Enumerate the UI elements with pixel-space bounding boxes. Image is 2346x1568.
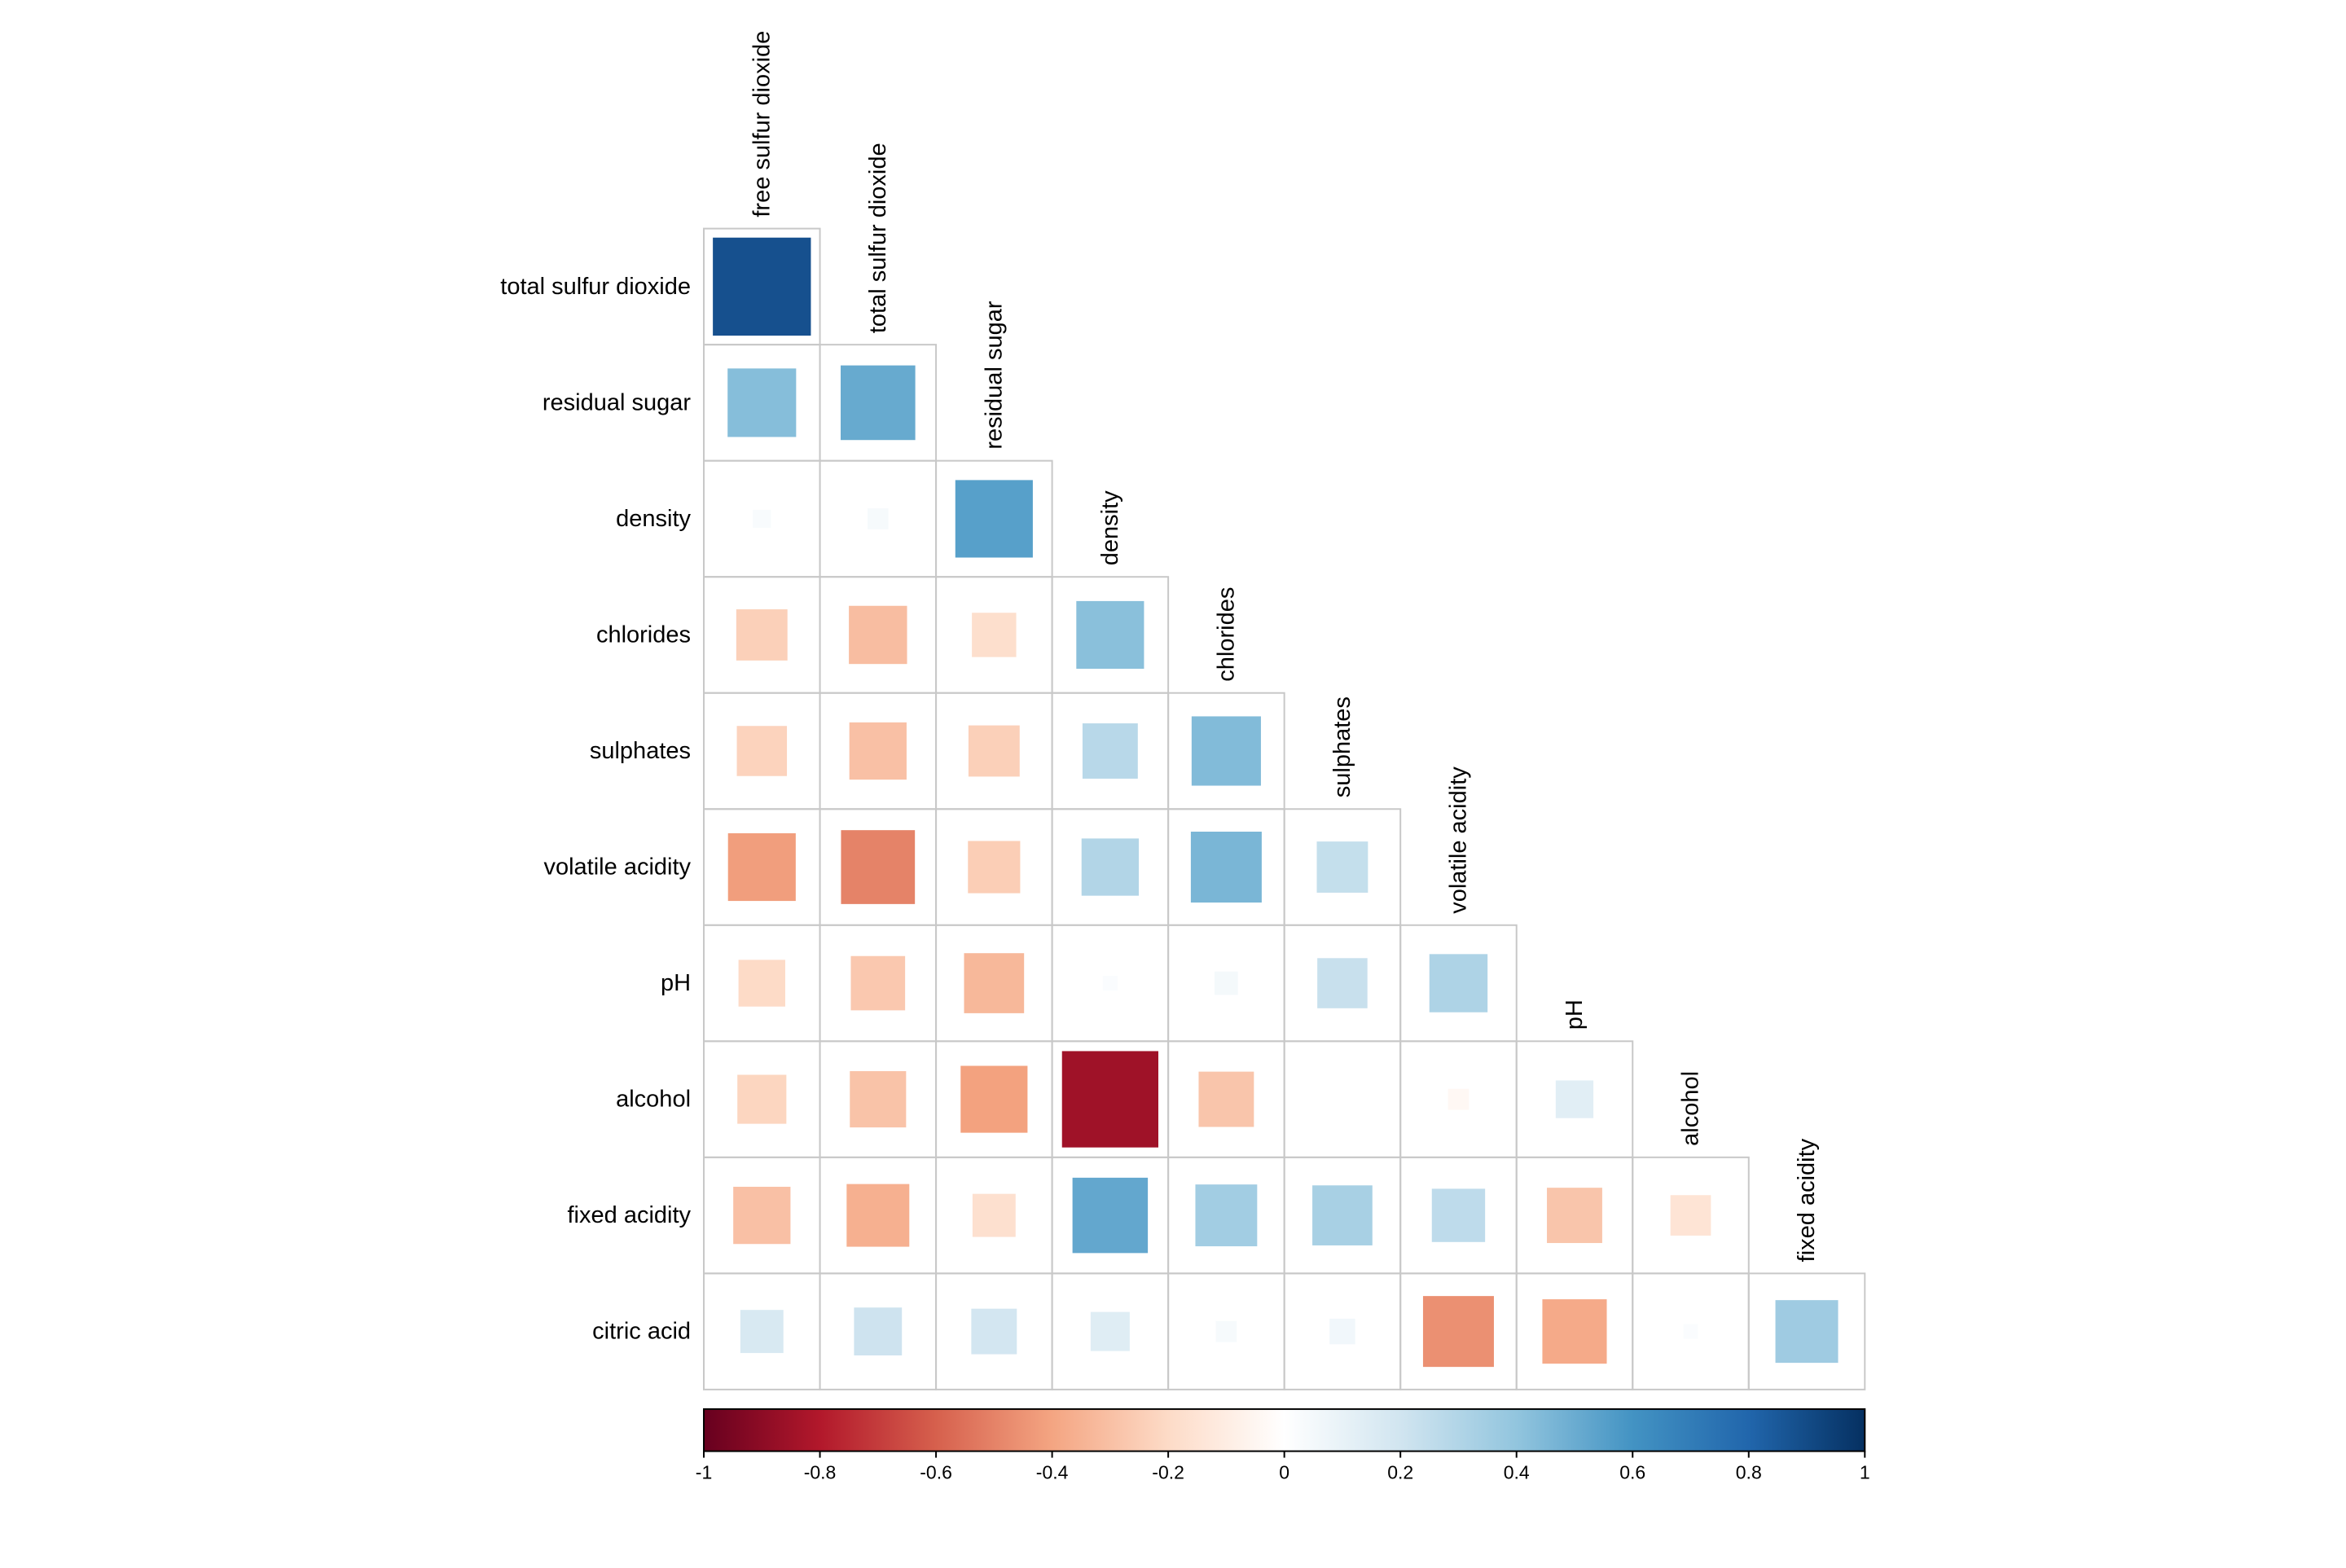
cell-citric-acid-sulphates-square <box>1329 1318 1355 1345</box>
column-label-chlorides: chlorides <box>1213 587 1239 682</box>
cell-alcohol-total-sulfur-dioxide-square <box>850 1071 907 1128</box>
cell-alcohol-free-sulfur-dioxide-square <box>737 1074 787 1124</box>
cell-sulphates-chlorides-square <box>1191 716 1261 786</box>
cell-chlorides-density-square <box>1076 600 1144 670</box>
row-label-fixed-acidity: fixed acidity <box>568 1202 692 1228</box>
colorbar-tick-label: 0.4 <box>1504 1462 1530 1483</box>
cells-layer <box>703 227 1866 1390</box>
cell-ph-total-sulfur-dioxide-square <box>850 955 906 1011</box>
row-label-chlorides: chlorides <box>596 621 691 648</box>
cell-citric-acid-total-sulfur-dioxide-square <box>854 1307 903 1356</box>
cell-citric-acid-volatile-acidity-square <box>1422 1296 1494 1368</box>
colorbar-tick-label: 1 <box>1860 1462 1870 1483</box>
colorbar-tick-label: 0.2 <box>1387 1462 1413 1483</box>
cell-volatile-acidity-density-square <box>1081 838 1139 896</box>
column-label-free-sulfur-dioxide: free sulfur dioxide <box>749 31 775 217</box>
colorbar-tick-label: 0 <box>1279 1462 1289 1483</box>
column-label-fixed-acidity: fixed acidity <box>1794 1138 1820 1262</box>
cell-chlorides-free-sulfur-dioxide-square <box>736 609 788 661</box>
cell-ph-sulphates-square <box>1317 958 1368 1008</box>
colorbar-tick-label: 0.6 <box>1619 1462 1645 1483</box>
colorbar-tick-label: -0.8 <box>804 1462 837 1483</box>
cell-fixed-acidity-total-sulfur-dioxide-square <box>846 1184 910 1247</box>
row-label-total-sulfur-dioxide: total sulfur dioxide <box>500 274 691 300</box>
cell-alcohol-density-square <box>1061 1051 1158 1148</box>
cell-alcohol-volatile-acidity-square <box>1448 1088 1470 1110</box>
cell-fixed-acidity-density-square <box>1072 1177 1149 1254</box>
cell-alcohol-residual-sugar-square <box>960 1065 1028 1133</box>
cell-alcohol-ph-square <box>1555 1080 1594 1118</box>
cell-citric-acid-chlorides-square <box>1215 1320 1237 1342</box>
cell-citric-acid-alcohol-square <box>1683 1324 1698 1339</box>
cell-citric-acid-residual-sugar-square <box>971 1308 1017 1355</box>
cell-ph-chlorides-square <box>1215 971 1238 995</box>
colorbar-tick-label: -0.2 <box>1152 1462 1184 1483</box>
cell-fixed-acidity-volatile-acidity-square <box>1431 1188 1486 1242</box>
cell-ph-residual-sugar-square <box>964 953 1025 1013</box>
column-label-sulphates: sulphates <box>1329 696 1355 797</box>
column-label-total-sulfur-dioxide: total sulfur dioxide <box>865 143 891 333</box>
row-label-alcohol: alcohol <box>616 1087 691 1113</box>
cell-volatile-acidity-free-sulfur-dioxide-square <box>727 832 796 902</box>
cell-volatile-acidity-sulphates-square <box>1316 841 1368 893</box>
row-label-sulphates: sulphates <box>590 738 691 764</box>
colorbar-tick-label: -1 <box>696 1462 712 1483</box>
cell-alcohol-chlorides-square <box>1198 1071 1254 1127</box>
cell-sulphates-total-sulfur-dioxide-square <box>849 722 907 780</box>
cell-fixed-acidity-chlorides-square <box>1195 1184 1258 1247</box>
cell-volatile-acidity-total-sulfur-dioxide-square <box>841 830 916 904</box>
column-label-volatile-acidity: volatile acidity <box>1445 766 1471 914</box>
row-label-citric-acid: citric acid <box>592 1319 691 1345</box>
cell-fixed-acidity-alcohol-square <box>1670 1195 1711 1236</box>
cell-residual-sugar-free-sulfur-dioxide-square <box>727 368 797 437</box>
column-label-density: density <box>1097 490 1123 565</box>
cell-fixed-acidity-free-sulfur-dioxide-square <box>733 1186 791 1245</box>
cell-total-sulfur-dioxide-free-sulfur-dioxide-square <box>713 237 811 336</box>
cell-ph-density-square <box>1102 975 1118 991</box>
cell-sulphates-density-square <box>1082 723 1138 779</box>
colorbar: -1 -0.8 -0.6 -0.4 -0.2 0 0.2 0.4 0.6 0.8 1 <box>696 1408 1870 1483</box>
cell-sulphates-residual-sugar-square <box>968 725 1020 777</box>
row-label-residual-sugar: residual sugar <box>543 389 691 415</box>
cell-ph-free-sulfur-dioxide-square <box>738 960 785 1007</box>
cell-citric-acid-free-sulfur-dioxide-square <box>740 1310 784 1354</box>
labels-layer: total sulfur dioxide residual sugar densit… <box>500 31 1820 1345</box>
cell-fixed-acidity-ph-square <box>1547 1188 1602 1244</box>
cell-density-residual-sugar-square <box>955 480 1033 558</box>
row-label-ph: pH <box>661 970 691 996</box>
row-label-density: density <box>616 506 691 532</box>
row-label-volatile-acidity: volatile acidity <box>543 854 691 881</box>
cell-density-free-sulfur-dioxide-square <box>753 509 771 529</box>
column-label-ph: pH <box>1562 999 1588 1030</box>
colorbar-gradient <box>704 1408 1865 1452</box>
cell-density-total-sulfur-dioxide-square <box>867 508 889 529</box>
cell-fixed-acidity-sulphates-square <box>1312 1185 1373 1245</box>
cell-volatile-acidity-chlorides-square <box>1190 832 1262 903</box>
cell-chlorides-total-sulfur-dioxide-square <box>849 605 907 665</box>
colorbar-tick-label: -0.4 <box>1036 1462 1069 1483</box>
cell-chlorides-residual-sugar-square <box>972 613 1017 657</box>
cell-citric-acid-density-square <box>1090 1311 1130 1351</box>
column-label-alcohol: alcohol <box>1677 1071 1703 1146</box>
cell-ph-volatile-acidity-square <box>1429 954 1488 1012</box>
cell-citric-acid-ph-square <box>1542 1299 1607 1364</box>
cell-residual-sugar-total-sulfur-dioxide-square <box>841 365 916 441</box>
cell-volatile-acidity-residual-sugar-square <box>968 841 1021 894</box>
colorbar-tick-label: -0.6 <box>920 1462 952 1483</box>
cell-citric-acid-fixed-acidity-square <box>1775 1300 1839 1364</box>
colorbar-tick-label: 0.8 <box>1736 1462 1762 1483</box>
cell-citric-acid-fixed-acidity-border <box>1747 1272 1866 1390</box>
cell-sulphates-free-sulfur-dioxide-square <box>736 726 788 776</box>
column-label-residual-sugar: residual sugar <box>981 301 1007 449</box>
cell-fixed-acidity-residual-sugar-square <box>972 1193 1016 1237</box>
cell-alcohol-sulphates-border <box>1283 1040 1402 1158</box>
